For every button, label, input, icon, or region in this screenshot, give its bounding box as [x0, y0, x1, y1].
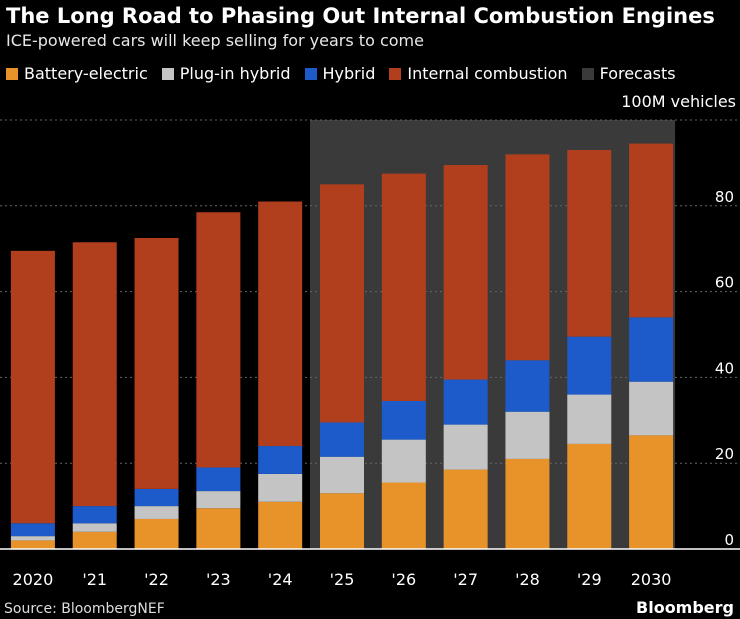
bar-segment-internal-combustion	[443, 165, 488, 380]
bar-segment-plug-in-hybrid	[196, 491, 241, 509]
legend-item-hybrid: Hybrid	[304, 64, 376, 83]
bar-segment-battery-electric	[381, 482, 426, 549]
y-tick-label: 60	[715, 274, 734, 292]
legend-label-forecasts: Forecasts	[599, 64, 676, 83]
legend-label-plug-in-hybrid: Plug-in hybrid	[179, 64, 291, 83]
bar-segment-plug-in-hybrid	[505, 411, 550, 459]
bar-segment-internal-combustion	[10, 250, 55, 524]
bar-segment-battery-electric	[258, 501, 303, 549]
bar-segment-plug-in-hybrid	[320, 456, 364, 494]
legend-item-battery-electric: Battery-electric	[6, 64, 148, 83]
legend-item-plug-in-hybrid: Plug-in hybrid	[161, 64, 291, 83]
bar-segment-plug-in-hybrid	[258, 473, 303, 502]
legend-swatch-internal-combustion	[389, 67, 402, 80]
y-tick-label: 0	[724, 531, 734, 549]
legend-label-battery-electric: Battery-electric	[24, 64, 148, 83]
bar-segment-hybrid	[505, 360, 550, 412]
bar-segment-internal-combustion	[505, 154, 550, 361]
forecast-region	[310, 120, 676, 549]
bar-segment-internal-combustion	[196, 212, 241, 468]
bar-segment-battery-electric	[320, 493, 364, 549]
x-tick-label: '23	[206, 570, 231, 589]
x-tick-label: '26	[391, 570, 416, 589]
legend-swatch-plug-in-hybrid	[161, 67, 174, 80]
bar-segment-plug-in-hybrid	[381, 439, 426, 483]
bar-segment-internal-combustion	[134, 237, 179, 489]
x-tick-label: 2030	[631, 570, 672, 589]
bloomberg-logo: Bloomberg	[636, 598, 734, 617]
x-tick-label: '27	[453, 570, 478, 589]
y-tick-label: 40	[715, 359, 734, 377]
x-tick-label: 2020	[13, 570, 54, 589]
bar-segment-battery-electric	[443, 469, 488, 549]
legend-item-internal-combustion: Internal combustion	[389, 64, 568, 83]
bar-segment-hybrid	[10, 523, 55, 537]
bar-segment-internal-combustion	[320, 184, 364, 423]
bar-segment-internal-combustion	[381, 173, 426, 401]
bar-segment-battery-electric	[196, 508, 241, 549]
legend-swatch-forecasts	[581, 67, 594, 80]
bar-segment-battery-electric	[72, 531, 117, 549]
bar-segment-hybrid	[72, 506, 117, 524]
legend-item-forecasts: Forecasts	[581, 64, 676, 83]
legend-swatch-hybrid	[304, 67, 317, 80]
chart-legend: Battery-electric Plug-in hybrid Hybrid I…	[6, 64, 690, 83]
stacked-bar-chart: 0 20 40 60 80 2020 '21 '22 '23 '24 '25 '26 '27 '28 '29…	[0, 119, 740, 589]
chart-subtitle: ICE-powered cars will keep selling for y…	[6, 31, 424, 50]
y-axis-unit-label: 100M vehicles	[621, 92, 736, 111]
bar-segment-hybrid	[629, 317, 674, 382]
legend-label-hybrid: Hybrid	[322, 64, 376, 83]
bar-segment-battery-electric	[10, 540, 55, 549]
bar-segment-hybrid	[567, 336, 612, 395]
bar-segment-internal-combustion	[258, 201, 303, 447]
bar-segment-plug-in-hybrid	[134, 506, 179, 519]
bar-segment-plug-in-hybrid	[72, 523, 117, 532]
bar-segment-hybrid	[134, 488, 179, 507]
bar-segment-hybrid	[196, 467, 241, 492]
x-tick-label: '22	[144, 570, 169, 589]
x-tick-label: '28	[515, 570, 540, 589]
bar-segment-internal-combustion	[629, 143, 674, 318]
source-note: Source: BloombergNEF	[4, 601, 165, 617]
y-tick-label: 20	[715, 445, 734, 463]
x-tick-label: '29	[577, 570, 602, 589]
y-tick-label: 80	[715, 188, 734, 206]
bar-segment-plug-in-hybrid	[10, 536, 55, 541]
bar-segment-hybrid	[258, 446, 303, 474]
bar-segment-hybrid	[320, 422, 364, 457]
x-tick-label: '25	[330, 570, 355, 589]
bar-segment-battery-electric	[505, 458, 550, 549]
bar-segment-battery-electric	[567, 443, 612, 549]
bar-segment-plug-in-hybrid	[629, 381, 674, 436]
bar-segment-plug-in-hybrid	[567, 394, 612, 444]
bar-segment-hybrid	[443, 379, 488, 425]
legend-swatch-battery-electric	[6, 67, 18, 80]
x-tick-label: '21	[82, 570, 107, 589]
x-tick-label: '24	[268, 570, 293, 589]
bar-segment-hybrid	[381, 400, 426, 440]
bar-segment-internal-combustion	[72, 242, 117, 507]
bar-segment-battery-electric	[134, 518, 179, 549]
legend-label-internal-combustion: Internal combustion	[407, 64, 568, 83]
bar-segment-battery-electric	[629, 435, 674, 549]
bar-segment-plug-in-hybrid	[443, 424, 488, 470]
bar-segment-internal-combustion	[567, 150, 612, 337]
chart-title: The Long Road to Phasing Out Internal Co…	[6, 4, 715, 28]
